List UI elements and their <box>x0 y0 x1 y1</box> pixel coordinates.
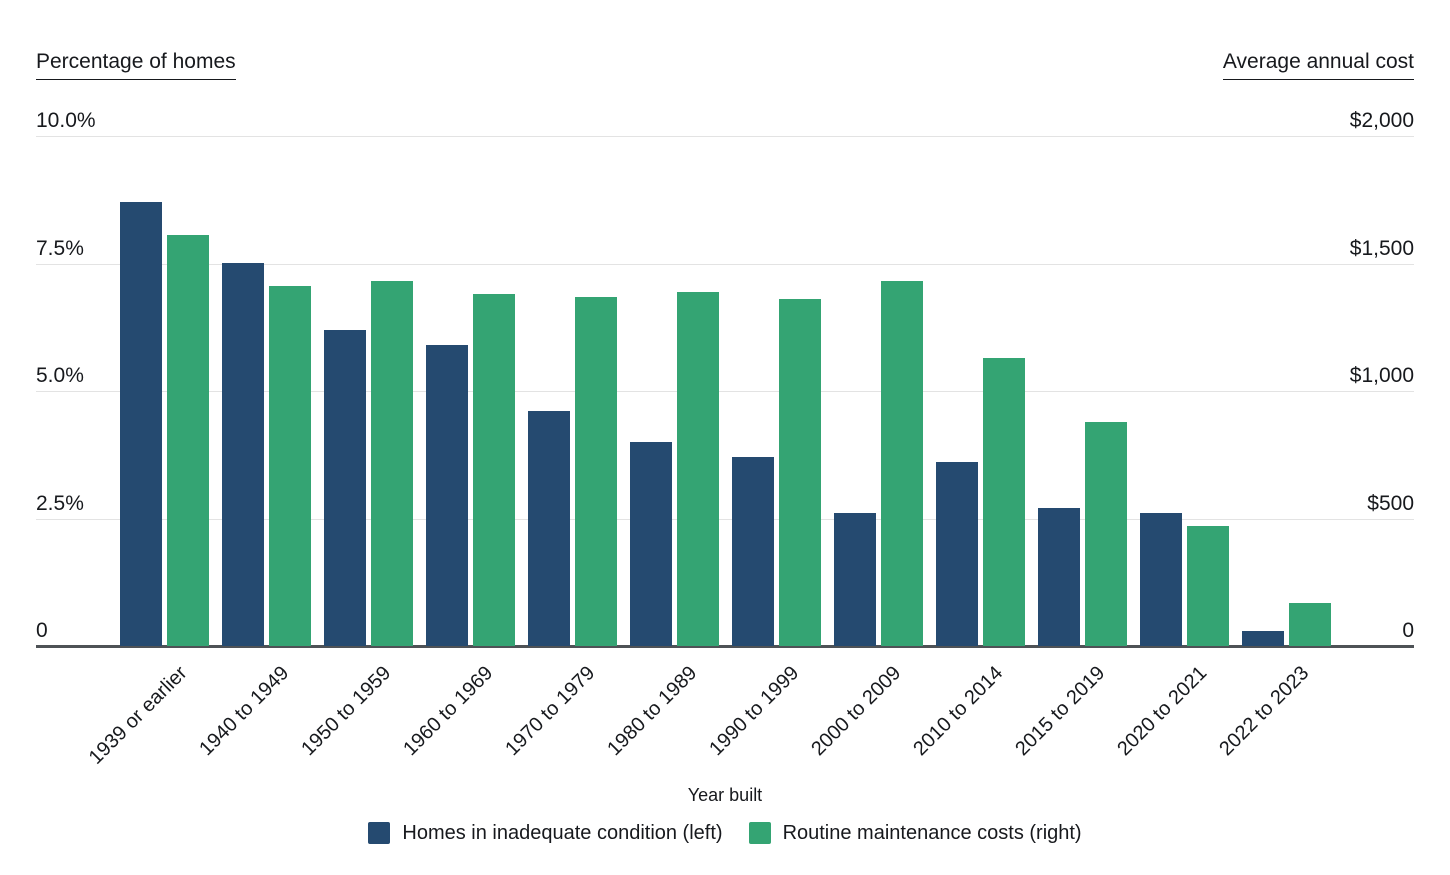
bar-maintenance-cost <box>677 292 719 646</box>
right-axis-tick: $1,000 <box>1349 364 1414 387</box>
x-axis-label: 2000 to 2009 <box>806 662 906 761</box>
bar-maintenance-cost <box>269 286 311 646</box>
bar-inadequate-homes <box>936 462 978 646</box>
bar-maintenance-cost <box>371 281 413 646</box>
gridline <box>36 136 1414 137</box>
legend-item: Homes in inadequate condition (left) <box>368 820 723 846</box>
bar-maintenance-cost <box>1085 422 1127 646</box>
legend-item: Routine maintenance costs (right) <box>748 820 1082 846</box>
gridline <box>36 391 1414 392</box>
bar-maintenance-cost <box>575 297 617 646</box>
legend-label: Routine maintenance costs (right) <box>782 822 1082 844</box>
x-axis-label: 2022 to 2023 <box>1214 662 1314 761</box>
left-axis-tick: 2.5% <box>36 491 84 515</box>
legend: Homes in inadequate condition (left) Rout… <box>0 820 1450 846</box>
right-axis-tick: $1,500 <box>1349 236 1414 260</box>
x-axis-label: 1970 to 1979 <box>500 662 600 761</box>
left-axis-tick: 7.5% <box>36 236 84 260</box>
bar-maintenance-cost <box>881 281 923 646</box>
right-axis-title: Average annual cost <box>1222 50 1414 80</box>
bar-inadequate-homes <box>630 442 672 646</box>
bar-maintenance-cost <box>473 294 515 646</box>
right-axis-tick: 0 <box>1402 619 1414 642</box>
left-axis-tick: 10.0% <box>36 109 96 132</box>
legend-swatch <box>368 822 391 844</box>
bar-maintenance-cost <box>1289 603 1331 646</box>
x-axis-label: 1960 to 1969 <box>398 662 498 761</box>
bar-inadequate-homes <box>1140 513 1182 646</box>
x-axis-label: 2010 to 2014 <box>908 662 1008 761</box>
bar-inadequate-homes <box>732 457 774 646</box>
x-axis-label: 1950 to 1959 <box>296 662 396 761</box>
bar-maintenance-cost <box>983 358 1025 646</box>
x-axis-label: 1990 to 1999 <box>704 662 804 761</box>
right-axis-tick: $500 <box>1367 491 1414 515</box>
bar-inadequate-homes <box>1038 508 1080 646</box>
left-axis-tick: 0 <box>36 619 48 642</box>
legend-label: Homes in inadequate condition (left) <box>402 822 723 844</box>
right-axis-title-text: Average annual cost <box>1222 50 1414 80</box>
x-axis-title: Year built <box>687 785 763 805</box>
bar-inadequate-homes <box>324 330 366 646</box>
right-axis-tick: $2,000 <box>1349 109 1414 132</box>
bar-maintenance-cost <box>1187 526 1229 646</box>
left-axis-tick: 5.0% <box>36 364 84 387</box>
bar-inadequate-homes <box>834 513 876 646</box>
gridline <box>36 263 1414 265</box>
bar-inadequate-homes <box>426 345 468 646</box>
x-axis-label: 1980 to 1989 <box>602 662 702 761</box>
x-axis-label: 2020 to 2021 <box>1112 662 1212 761</box>
left-axis-title: Percentage of homes <box>36 50 236 80</box>
x-axis-label: 1939 or earlier <box>84 662 192 769</box>
bar-inadequate-homes <box>120 202 162 646</box>
gridline <box>36 518 1414 520</box>
x-axis-label: 1940 to 1949 <box>194 662 294 761</box>
bar-maintenance-cost <box>779 299 821 646</box>
bar-inadequate-homes <box>222 263 264 646</box>
bar-inadequate-homes <box>528 411 570 646</box>
bar-inadequate-homes <box>1242 631 1284 646</box>
x-axis-label: 2015 to 2019 <box>1010 662 1110 761</box>
left-axis-title-text: Percentage of homes <box>36 50 236 80</box>
x-axis-line <box>36 645 1414 648</box>
legend-swatch <box>748 822 771 844</box>
bar-maintenance-cost <box>167 235 209 646</box>
